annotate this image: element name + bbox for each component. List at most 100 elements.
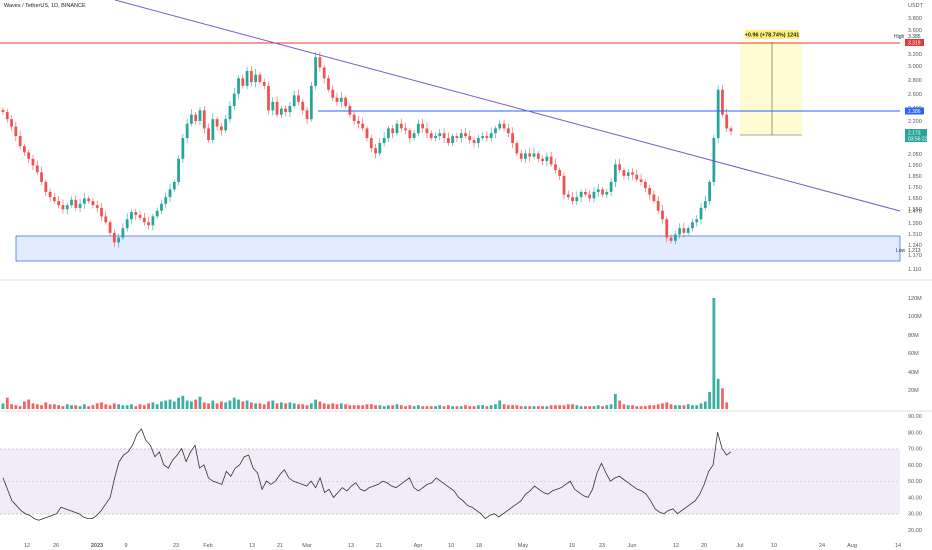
candle-body: [459, 133, 463, 139]
volume-bar: [82, 404, 86, 409]
volume-bar: [481, 405, 485, 409]
candle-body: [661, 210, 664, 220]
candle-body: [387, 128, 390, 139]
volume-bar: [613, 393, 617, 409]
volume-bar: [451, 406, 455, 409]
time-label: May: [518, 543, 529, 549]
volume-bar: [387, 405, 390, 409]
candle-body: [601, 189, 604, 195]
candle-body: [52, 197, 56, 202]
volume-bar: [519, 406, 523, 409]
volume-bar: [703, 401, 707, 409]
volume-bar: [241, 401, 245, 409]
support-zone[interactable]: [15, 235, 901, 262]
candle-body: [232, 93, 236, 107]
candle-body: [481, 136, 485, 139]
volume-bar: [61, 406, 65, 409]
currency-label: USDT: [908, 3, 924, 9]
volume-bar: [622, 404, 626, 409]
time-label: Feb: [203, 543, 212, 549]
candle-body: [369, 138, 373, 149]
volume-bar: [309, 403, 313, 409]
volume-bar: [151, 402, 155, 409]
candle-body: [155, 210, 159, 217]
volume-bar: [438, 405, 442, 409]
candle-body: [70, 199, 73, 206]
candle-body: [545, 156, 549, 162]
volume-pane[interactable]: [1, 298, 729, 409]
volume-bar: [48, 404, 52, 409]
candle-body: [562, 175, 566, 195]
volume-bar: [506, 405, 510, 409]
time-label: 12: [24, 543, 30, 549]
candle-body: [596, 189, 600, 192]
candle-body: [489, 133, 493, 139]
candle-body: [378, 143, 382, 154]
volume-bar: [108, 405, 112, 409]
volume-bar: [138, 404, 142, 409]
volume-bar: [258, 403, 262, 409]
candle-body: [1, 109, 5, 113]
volume-bar: [566, 404, 570, 409]
candle-body: [455, 136, 459, 139]
candle-body: [699, 207, 703, 220]
candle-body: [65, 205, 69, 210]
volume-bar: [584, 406, 587, 409]
candle-body: [14, 126, 18, 137]
volume-bar: [348, 405, 352, 409]
volume-bar: [686, 404, 690, 409]
candle-body: [249, 71, 253, 83]
candle-body: [631, 172, 634, 175]
measure-box[interactable]: [740, 42, 802, 135]
volume-bar: [177, 397, 180, 409]
candle-body: [331, 89, 335, 98]
volume-bar: [459, 406, 463, 409]
candle-body: [138, 214, 142, 218]
time-label: 15: [569, 543, 575, 549]
candle-body: [305, 110, 309, 120]
candle-body: [87, 198, 91, 202]
candle-body: [609, 181, 613, 192]
candle-body: [61, 205, 65, 210]
rsi-pane[interactable]: [0, 428, 900, 521]
measure-label-bg: [745, 30, 799, 39]
volume-bar: [297, 404, 300, 409]
volume-bar: [412, 406, 416, 409]
volume-bar: [121, 405, 125, 409]
volume-bar: [575, 405, 579, 409]
volume-bar: [10, 404, 13, 409]
candle-body: [421, 123, 425, 129]
candle-body: [31, 158, 35, 166]
volume-bar: [18, 406, 22, 409]
candle-body: [695, 219, 699, 223]
time-axis[interactable]: 12 26 2023 9 23 Feb 13 21 Mar 13 21 Apr 10 18 May 15 23 J…: [24, 543, 901, 549]
candle-body: [121, 228, 125, 238]
price-axis[interactable]: 3.8003.6003.4003.2003.0002.8002.6002.400…: [894, 16, 928, 273]
candle-body: [678, 228, 682, 235]
price-pane[interactable]: +0.96 (+78.74%) 1241: [0, 0, 901, 262]
volume-bar: [335, 404, 339, 409]
candle-body: [532, 153, 536, 157]
candle-body: [335, 97, 339, 102]
volume-bar: [44, 402, 48, 409]
volume-bar: [609, 404, 613, 409]
volume-bar: [721, 388, 724, 409]
volume-bar: [168, 399, 172, 409]
descending-trendline[interactable]: [114, 0, 901, 212]
candle-body: [721, 89, 724, 115]
candle-body: [348, 106, 352, 115]
price-tick-label: 3.600: [908, 28, 922, 34]
candle-body: [575, 197, 579, 202]
volume-bar: [194, 399, 198, 409]
volume-bar: [648, 405, 652, 409]
candle-body: [147, 222, 150, 226]
price-tick-label: 3.800: [908, 16, 922, 22]
rsi-tick-label: 30.00: [908, 512, 922, 518]
volume-bar: [228, 400, 232, 409]
low-label: Low: [896, 248, 906, 254]
candle-body: [515, 143, 519, 154]
candle-body: [48, 191, 52, 198]
volume-bar: [57, 405, 61, 409]
candle-body: [254, 74, 258, 83]
